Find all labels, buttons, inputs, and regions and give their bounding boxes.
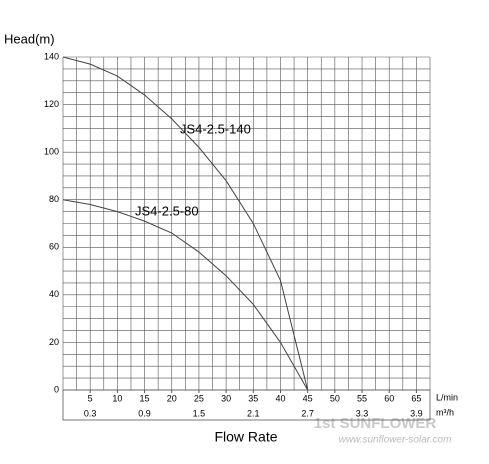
watermark: 1st SUNFLOWER xyxy=(314,415,437,432)
y-tick-label: 40 xyxy=(49,289,59,299)
x-unit: L/min xyxy=(436,392,458,402)
x-tick-label: 55 xyxy=(357,393,367,403)
x2-tick-label: 2.1 xyxy=(247,408,260,418)
x-tick-label: 15 xyxy=(140,393,150,403)
y-tick-label: 80 xyxy=(49,194,59,204)
x2-tick-label: 2.7 xyxy=(301,408,314,418)
y-tick-label: 120 xyxy=(44,99,59,109)
x-tick-label: 25 xyxy=(194,393,204,403)
x-tick-label: 65 xyxy=(411,393,421,403)
line xyxy=(62,56,309,391)
y-axis-label: Head(m) xyxy=(4,31,55,46)
y-tick-label: 140 xyxy=(44,51,59,61)
y-tick-label: 20 xyxy=(49,337,59,347)
line xyxy=(62,199,309,391)
x-tick-label: 60 xyxy=(384,393,394,403)
y-tick-label: 60 xyxy=(49,242,59,252)
y-tick-label: 100 xyxy=(44,147,59,157)
x2-tick-label: 0.3 xyxy=(84,408,97,418)
series-label: JS4-2.5-80 xyxy=(135,203,199,218)
x-axis-label: Flow Rate xyxy=(214,429,277,445)
x-tick-label: 35 xyxy=(248,393,258,403)
x2-tick-label: 1.5 xyxy=(193,408,206,418)
axis-box xyxy=(62,389,431,421)
x-tick-label: 50 xyxy=(330,393,340,403)
x-tick-label: 20 xyxy=(167,393,177,403)
watermark: www.sunflower-solar.com xyxy=(339,435,452,446)
x-tick-label: 45 xyxy=(303,393,313,403)
y-tick-label: 0 xyxy=(54,384,59,394)
x-tick-label: 30 xyxy=(221,393,231,403)
x2-tick-label: 3.9 xyxy=(410,408,423,418)
x2-tick-label: 3.3 xyxy=(356,408,369,418)
x-tick-label: 10 xyxy=(112,393,122,403)
x-tick-label: 5 xyxy=(88,393,93,403)
x-tick-label: 40 xyxy=(275,393,285,403)
series-label: JS4-2.5-140 xyxy=(180,121,251,136)
x2-unit: m³/h xyxy=(436,407,454,417)
x2-tick-label: 0.9 xyxy=(138,408,151,418)
